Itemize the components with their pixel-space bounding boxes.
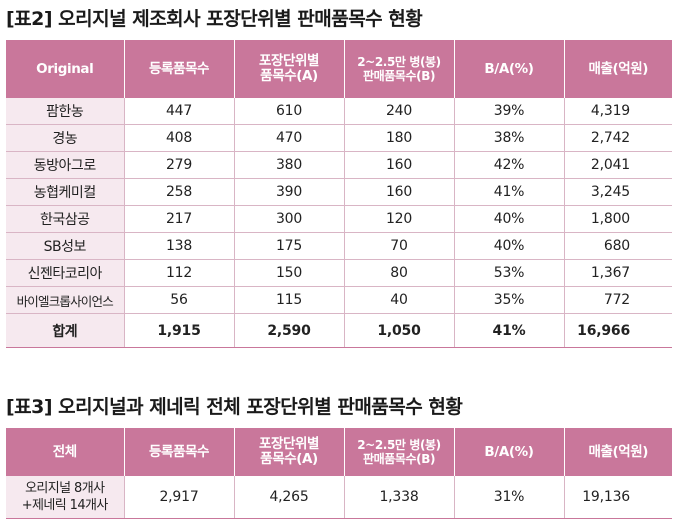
- table-row: 경농 408 470 180 38% 2,742: [6, 124, 672, 152]
- header-package-items: 포장단위별 품목수(A): [233, 40, 344, 98]
- sales-items: 80: [343, 259, 454, 287]
- total-label: 합계: [6, 313, 124, 348]
- header-sales: 매출(억원): [563, 428, 672, 476]
- sales-items: 120: [343, 205, 454, 233]
- table-row: 농협케미컬 258 390 160 41% 3,245: [6, 178, 672, 206]
- ratio: 53%: [453, 259, 564, 287]
- header-sales: 매출(억원): [563, 40, 672, 98]
- registered-count: 258: [123, 178, 234, 206]
- registered-count: 56: [123, 286, 234, 314]
- total-ratio: 41%: [453, 313, 564, 348]
- company-name: 농협케미컬: [6, 178, 124, 206]
- table-row: 오리지널 8개사 +제네릭 14개사 2,917 4,265 1,338 31% 19,13…: [6, 476, 672, 519]
- sales: 1,367: [563, 259, 672, 287]
- table2-title: [표3] 오리지널과 제네릭 전체 포장단위별 판매품목수 현황: [6, 396, 463, 418]
- header-registered-count: 등록품목수: [123, 428, 234, 476]
- table-row: 동방아그로 279 380 160 42% 2,041: [6, 151, 672, 179]
- company-name: 경농: [6, 124, 124, 152]
- sales-items: 70: [343, 232, 454, 260]
- ratio: 40%: [453, 232, 564, 260]
- ratio: 42%: [453, 151, 564, 179]
- company-name: 신젠타코리아: [6, 259, 124, 287]
- ratio: 38%: [453, 124, 564, 152]
- table-row: 한국삼공 217 300 120 40% 1,800: [6, 205, 672, 233]
- header-sales-items: 2~2.5만 병(봉) 판매품목수(B): [343, 40, 454, 98]
- company-name: 동방아그로: [6, 151, 124, 179]
- sales-items: 160: [343, 178, 454, 206]
- header-registered-count: 등록품목수: [123, 40, 234, 98]
- company-name: 팜한농: [6, 98, 124, 125]
- package-items: 4,265: [233, 476, 344, 519]
- table2-header-row: 전체 등록품목수 포장단위별 품목수(A) 2~2.5만 병(봉) 판매품목수(B)…: [6, 428, 672, 476]
- total-sales-items: 1,050: [343, 313, 454, 348]
- sales-items: 160: [343, 151, 454, 179]
- ratio: 31%: [453, 476, 564, 519]
- registered-count: 2,917: [123, 476, 234, 519]
- sales: 680: [563, 232, 672, 260]
- ratio: 41%: [453, 178, 564, 206]
- package-items: 300: [233, 205, 344, 233]
- header-ratio: B/A(%): [453, 428, 564, 476]
- total-row: 합계 1,915 2,590 1,050 41% 16,966: [6, 313, 672, 348]
- package-items: 610: [233, 98, 344, 125]
- header-original: Original: [6, 40, 124, 98]
- sales: 19,136: [563, 476, 672, 519]
- header-total: 전체: [6, 428, 124, 476]
- header-ratio: B/A(%): [453, 40, 564, 98]
- sales: 4,319: [563, 98, 672, 125]
- total-registered-count: 1,915: [123, 313, 234, 348]
- package-items: 175: [233, 232, 344, 260]
- package-items: 380: [233, 151, 344, 179]
- table1-title: [표2] 오리지널 제조회사 포장단위별 판매품목수 현황: [6, 8, 423, 30]
- header-package-items: 포장단위별 품목수(A): [233, 428, 344, 476]
- sales-items: 180: [343, 124, 454, 152]
- package-items: 150: [233, 259, 344, 287]
- total-sales: 16,966: [563, 313, 672, 348]
- registered-count: 138: [123, 232, 234, 260]
- sales: 2,742: [563, 124, 672, 152]
- scope-label: 오리지널 8개사 +제네릭 14개사: [6, 476, 124, 519]
- sales-items: 40: [343, 286, 454, 314]
- package-items: 115: [233, 286, 344, 314]
- table-row: 바이엘크롭사이언스 56 115 40 35% 772: [6, 286, 672, 314]
- sales-items: 240: [343, 98, 454, 125]
- table1: Original 등록품목수 포장단위별 품목수(A) 2~2.5만 병(봉) 판매…: [6, 40, 672, 348]
- package-items: 470: [233, 124, 344, 152]
- sales: 1,800: [563, 205, 672, 233]
- table1-header-row: Original 등록품목수 포장단위별 품목수(A) 2~2.5만 병(봉) 판매…: [6, 40, 672, 98]
- company-name: 바이엘크롭사이언스: [6, 286, 124, 314]
- total-package-items: 2,590: [233, 313, 344, 348]
- table-row: SB성보 138 175 70 40% 680: [6, 232, 672, 260]
- registered-count: 447: [123, 98, 234, 125]
- company-name: SB성보: [6, 232, 124, 260]
- sales: 2,041: [563, 151, 672, 179]
- ratio: 39%: [453, 98, 564, 125]
- ratio: 35%: [453, 286, 564, 314]
- header-sales-items: 2~2.5만 병(봉) 판매품목수(B): [343, 428, 454, 476]
- registered-count: 217: [123, 205, 234, 233]
- registered-count: 279: [123, 151, 234, 179]
- package-items: 390: [233, 178, 344, 206]
- table2: 전체 등록품목수 포장단위별 품목수(A) 2~2.5만 병(봉) 판매품목수(B)…: [6, 428, 672, 519]
- registered-count: 408: [123, 124, 234, 152]
- ratio: 40%: [453, 205, 564, 233]
- registered-count: 112: [123, 259, 234, 287]
- sales-items: 1,338: [343, 476, 454, 519]
- company-name: 한국삼공: [6, 205, 124, 233]
- sales: 3,245: [563, 178, 672, 206]
- table-row: 팜한농 447 610 240 39% 4,319: [6, 98, 672, 125]
- table-row: 신젠타코리아 112 150 80 53% 1,367: [6, 259, 672, 287]
- sales: 772: [563, 286, 672, 314]
